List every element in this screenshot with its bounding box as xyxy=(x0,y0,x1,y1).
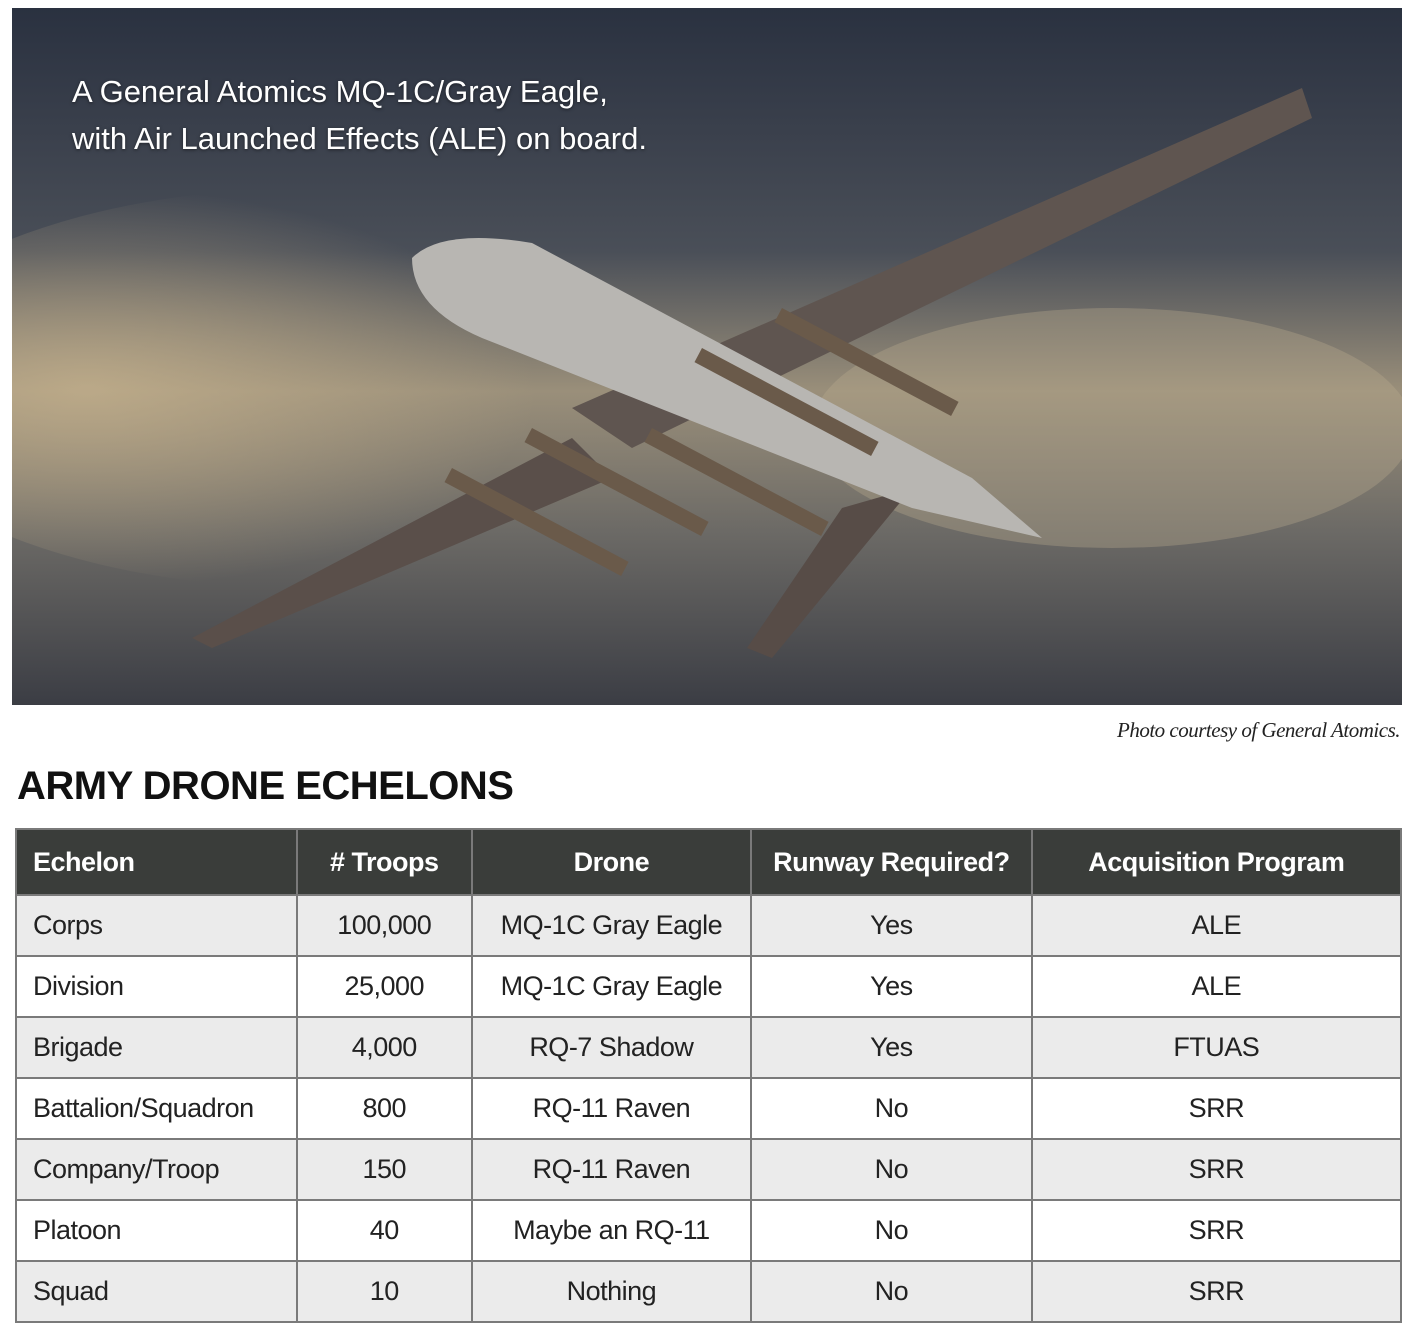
photo-credit: Photo courtesy of General Atomics. xyxy=(1117,718,1400,742)
troops-cell: 40 xyxy=(295,1199,473,1262)
header-runway: Runway Required? xyxy=(750,828,1033,896)
runway-cell: No xyxy=(750,1077,1033,1140)
program-cell: SRR xyxy=(1030,1077,1403,1140)
header-drone: Drone xyxy=(470,828,753,896)
drone-cell: RQ-11 Raven xyxy=(470,1138,753,1201)
drone-cell: RQ-7 Shadow xyxy=(470,1016,753,1079)
runway-cell: Yes xyxy=(750,955,1033,1018)
program-cell: ALE xyxy=(1030,894,1403,957)
echelon-cell: Brigade xyxy=(15,1016,298,1079)
echelon-cell: Squad xyxy=(15,1260,298,1323)
table-header-row: Echelon # Troops Drone Runway Required? … xyxy=(15,828,1403,896)
program-cell: FTUAS xyxy=(1030,1016,1403,1079)
runway-cell: Yes xyxy=(750,1016,1033,1079)
caption-line-1: A General Atomics MQ-1C/Gray Eagle, xyxy=(72,74,608,109)
caption-line-2: with Air Launched Effects (ALE) on board… xyxy=(72,121,647,156)
table-row: Company/Troop 150 RQ-11 Raven No SRR xyxy=(15,1138,1403,1201)
drone-cell: MQ-1C Gray Eagle xyxy=(470,894,753,957)
table-row: Brigade 4,000 RQ-7 Shadow Yes FTUAS xyxy=(15,1016,1403,1079)
runway-cell: No xyxy=(750,1138,1033,1201)
troops-cell: 100,000 xyxy=(295,894,473,957)
drone-cell: RQ-11 Raven xyxy=(470,1077,753,1140)
table-row: Corps 100,000 MQ-1C Gray Eagle Yes ALE xyxy=(15,894,1403,957)
header-troops: # Troops xyxy=(295,828,473,896)
echelon-cell: Division xyxy=(15,955,298,1018)
program-cell: ALE xyxy=(1030,955,1403,1018)
table-row: Battalion/Squadron 800 RQ-11 Raven No SRR xyxy=(15,1077,1403,1140)
drone-cell: MQ-1C Gray Eagle xyxy=(470,955,753,1018)
troops-cell: 4,000 xyxy=(295,1016,473,1079)
table-row: Squad 10 Nothing No SRR xyxy=(15,1260,1403,1323)
table-row: Platoon 40 Maybe an RQ-11 No SRR xyxy=(15,1199,1403,1262)
program-cell: SRR xyxy=(1030,1138,1403,1201)
troops-cell: 25,000 xyxy=(295,955,473,1018)
troops-cell: 800 xyxy=(295,1077,473,1140)
troops-cell: 150 xyxy=(295,1138,473,1201)
drone-image xyxy=(12,8,1402,705)
echelon-cell: Platoon xyxy=(15,1199,298,1262)
echelon-cell: Company/Troop xyxy=(15,1138,298,1201)
runway-cell: No xyxy=(750,1260,1033,1323)
runway-cell: No xyxy=(750,1199,1033,1262)
drone-cell: Maybe an RQ-11 xyxy=(470,1199,753,1262)
table-row: Division 25,000 MQ-1C Gray Eagle Yes ALE xyxy=(15,955,1403,1018)
drone-photo: A General Atomics MQ-1C/Gray Eagle, with… xyxy=(12,8,1402,705)
echelons-table: Echelon # Troops Drone Runway Required? … xyxy=(15,828,1403,1323)
photo-caption: A General Atomics MQ-1C/Gray Eagle, with… xyxy=(72,68,647,162)
echelon-cell: Corps xyxy=(15,894,298,957)
header-echelon: Echelon xyxy=(15,828,298,896)
program-cell: SRR xyxy=(1030,1199,1403,1262)
drone-cell: Nothing xyxy=(470,1260,753,1323)
echelon-cell: Battalion/Squadron xyxy=(15,1077,298,1140)
program-cell: SRR xyxy=(1030,1260,1403,1323)
runway-cell: Yes xyxy=(750,894,1033,957)
header-program: Acquisition Program xyxy=(1030,828,1403,896)
troops-cell: 10 xyxy=(295,1260,473,1323)
section-title: ARMY DRONE ECHELONS xyxy=(17,764,514,808)
